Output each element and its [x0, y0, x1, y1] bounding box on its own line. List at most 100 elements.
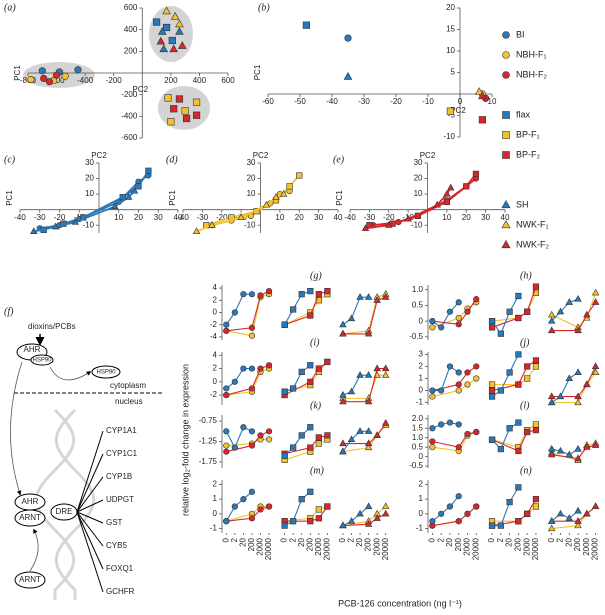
y-tick-label: 1.0	[412, 433, 424, 442]
x-tick-label: 0	[487, 537, 496, 542]
marker	[438, 510, 445, 517]
marker	[265, 362, 273, 369]
marker	[565, 374, 574, 382]
expression-line	[342, 506, 387, 527]
expression-line	[342, 296, 369, 326]
marker	[524, 510, 531, 517]
marker	[381, 502, 390, 510]
marker	[547, 326, 556, 334]
x-tick-label: -40	[177, 213, 189, 222]
marker	[240, 496, 247, 503]
marker	[231, 378, 238, 385]
marker	[315, 515, 322, 522]
marker	[315, 291, 322, 298]
trajectory-line	[365, 187, 452, 230]
x-tick-label: 40	[174, 213, 183, 222]
marker	[497, 330, 504, 337]
marker	[192, 98, 201, 106]
expression-line	[491, 354, 519, 398]
x-tick-label: 20	[355, 537, 364, 546]
marker	[455, 299, 462, 306]
expression-line	[491, 422, 519, 451]
marker	[556, 509, 565, 517]
expression-line	[432, 378, 477, 398]
y-tick-label: -10	[411, 220, 423, 229]
marker	[315, 434, 322, 441]
expression-line	[342, 296, 386, 335]
gene-label: CYP1A1	[106, 426, 137, 435]
marker	[515, 292, 522, 300]
x-tick-label: -30	[358, 97, 370, 106]
marker	[192, 111, 201, 119]
marker	[339, 329, 347, 337]
x-tick-label: -10	[422, 97, 434, 106]
y-tick-label: 4	[213, 350, 218, 359]
marker	[339, 390, 347, 398]
marker	[324, 358, 331, 366]
marker	[515, 314, 522, 322]
expression-line	[491, 295, 519, 335]
marker	[170, 105, 178, 113]
marker	[361, 224, 370, 231]
legend-label: NBH-F₁	[516, 49, 547, 59]
x-tick-label: 2	[347, 537, 356, 542]
marker	[565, 298, 574, 305]
expression-line	[226, 505, 270, 522]
marker	[497, 387, 504, 394]
expression-line	[551, 292, 597, 329]
marker	[135, 183, 142, 190]
marker	[515, 447, 522, 455]
marker	[583, 443, 591, 450]
marker	[433, 200, 441, 208]
marker	[565, 514, 574, 521]
x-tick-label: -30	[197, 213, 209, 222]
x-axis-title: PC2	[91, 151, 107, 160]
y-tick-label: 0	[419, 316, 424, 325]
y-axis-title: PC1	[253, 64, 262, 80]
node-label: AHR	[24, 345, 41, 354]
marker	[532, 289, 540, 296]
marker	[223, 385, 230, 392]
marker	[506, 425, 513, 432]
marker	[223, 327, 230, 334]
marker	[524, 308, 531, 315]
marker	[265, 288, 273, 295]
node-label: ARNT	[19, 513, 41, 522]
marker	[364, 443, 373, 451]
connector	[76, 499, 104, 513]
x-tick-label: 200	[305, 537, 314, 551]
y-tick-label: 2	[213, 480, 218, 489]
x-tick-label: 2	[496, 537, 505, 542]
connector	[76, 511, 104, 570]
marker	[506, 308, 513, 315]
marker	[307, 362, 314, 369]
marker	[547, 444, 556, 452]
legend-label: SH	[516, 199, 529, 209]
x-tick-label: -20	[383, 213, 395, 222]
legend-label: BI	[516, 29, 525, 39]
expression-line	[226, 505, 270, 522]
expression-line	[342, 374, 386, 399]
marker	[119, 194, 126, 201]
marker	[464, 381, 471, 388]
expression-line	[551, 506, 596, 530]
marker	[532, 363, 540, 370]
marker	[381, 509, 390, 517]
marker	[591, 441, 600, 448]
marker	[574, 392, 582, 400]
y-tick-label: 0	[419, 386, 424, 395]
arrow	[10, 361, 23, 496]
marker	[515, 484, 522, 491]
expression-line	[432, 431, 477, 448]
expression-line	[284, 438, 328, 461]
panel-label: (m)	[310, 465, 325, 476]
marker	[574, 506, 582, 514]
marker	[315, 506, 322, 513]
ligand-label: dioxins/PCBs	[28, 322, 76, 331]
y-tick-label: 20	[446, 3, 455, 12]
x-tick-label: 0	[338, 537, 347, 542]
gene-label: CYP1C1	[106, 449, 138, 458]
marker	[364, 329, 373, 337]
expression-line	[284, 505, 328, 522]
x-tick-label: -40	[14, 213, 26, 222]
